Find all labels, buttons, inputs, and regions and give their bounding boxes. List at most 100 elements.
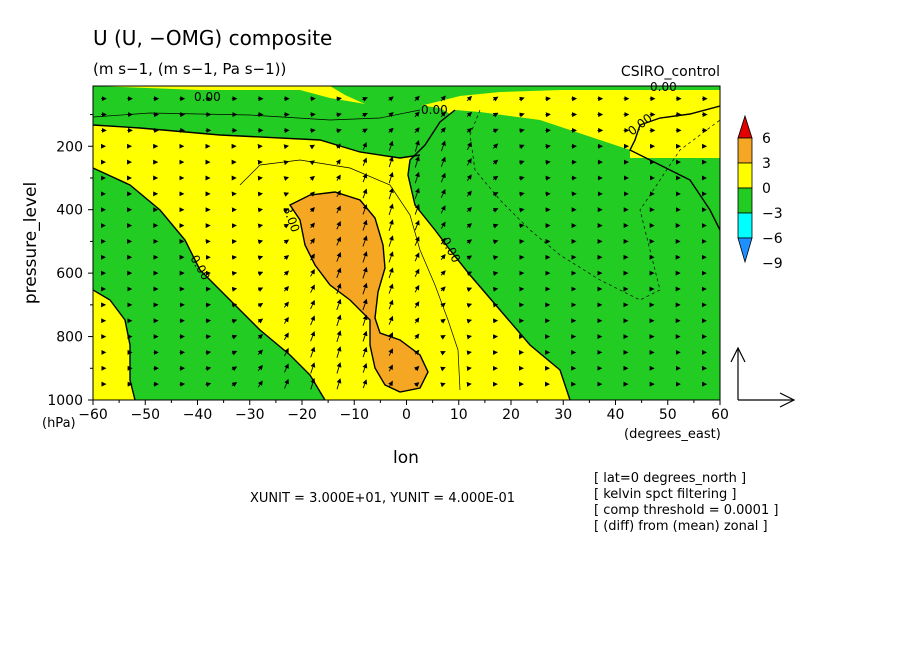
vector-arrow	[257, 318, 264, 324]
colorbar-bottom-arrow	[737, 237, 753, 264]
x-axis-label: lon	[393, 448, 419, 468]
vector-arrow	[440, 188, 446, 198]
vector-arrow	[466, 141, 472, 151]
vector-arrow	[283, 270, 290, 276]
vector-arrow	[492, 239, 499, 245]
fill-green-top-strip	[365, 88, 450, 92]
vector-arrow	[309, 237, 315, 245]
vector-arrow	[283, 208, 290, 213]
vector-arrow	[310, 284, 315, 293]
y-tick-label: 400	[56, 203, 83, 219]
vector-arrow	[362, 266, 368, 279]
vector-arrow	[231, 286, 238, 292]
note-line: [ (diff) from (mean) zonal ]	[594, 519, 768, 534]
vector-arrow	[440, 302, 446, 308]
vector-arrow	[388, 348, 393, 356]
x-tick-label: −10	[339, 407, 369, 423]
colorbar-label: 6	[762, 131, 771, 147]
vector-arrow	[257, 334, 264, 340]
vector-arrow	[388, 251, 394, 263]
vector-arrow	[492, 286, 499, 292]
x-tick-label: 40	[607, 407, 625, 423]
vector-arrow	[257, 364, 263, 372]
vector-arrow	[310, 315, 316, 326]
vector-arrow	[336, 283, 342, 295]
vector-arrow	[519, 160, 525, 165]
vector-arrow	[283, 176, 290, 182]
vector-arrow	[336, 314, 342, 327]
reference-vector-up-head	[730, 346, 746, 363]
vector-arrow	[362, 379, 368, 389]
vector-arrow	[257, 239, 264, 245]
vector-arrow	[257, 303, 264, 308]
vector-arrow	[231, 350, 238, 356]
vector-arrow	[414, 220, 420, 231]
vector-arrow	[414, 333, 420, 340]
vector-arrow	[414, 139, 420, 152]
vector-arrow	[414, 349, 420, 356]
contour-line-zero-right	[629, 105, 720, 231]
contour-line-orange-outline	[288, 191, 429, 393]
vector-arrow	[283, 239, 290, 245]
fill-green-upper-band	[93, 86, 460, 158]
vector-arrow	[414, 203, 420, 215]
vector-arrow	[336, 96, 342, 102]
vector-arrow	[518, 96, 525, 102]
vector-arrow	[362, 298, 368, 311]
colorbar-segment	[737, 212, 753, 239]
vector-arrow	[362, 141, 367, 150]
vector-arrow	[336, 267, 342, 278]
colorbar-segment	[737, 162, 753, 189]
x-axis: −60 −50 −40 −30 −20 −10 0 10 20 30 40 50 60	[78, 400, 729, 423]
vector-arrow	[466, 95, 473, 102]
vector-arrow	[310, 362, 316, 374]
vector-arrow	[283, 192, 290, 197]
vector-arrow	[283, 144, 289, 150]
vector-arrow	[362, 219, 368, 231]
vector-arrow	[545, 144, 551, 149]
vector-arrow	[414, 268, 420, 277]
vector-arrow	[388, 127, 394, 133]
contour-fills	[93, 86, 720, 400]
x-tick-label: 0	[402, 407, 411, 423]
vector-arrow	[257, 380, 263, 388]
vector-arrow	[309, 206, 315, 213]
reference-vector	[730, 346, 796, 408]
vector-arrow	[362, 251, 368, 263]
vector-arrow	[231, 318, 238, 324]
vector-arrow	[518, 144, 525, 150]
vector-arrow	[388, 332, 394, 341]
colorbar: 6 3 0 −3 −6 −9	[737, 114, 783, 272]
vector-arrow	[310, 253, 315, 261]
reference-vector-right-head	[779, 392, 796, 408]
vector-arrow	[440, 172, 446, 183]
x-tick-label: 50	[659, 407, 677, 423]
vector-arrow	[492, 143, 499, 149]
vector-arrow	[388, 267, 394, 279]
vector-arrow	[440, 95, 446, 102]
vector-arrow	[336, 236, 342, 246]
vector-arrow	[492, 208, 499, 213]
vector-arrow	[205, 350, 212, 356]
vector-arrow	[440, 286, 446, 292]
vector-arrow	[335, 143, 341, 149]
fill-green-upper-left	[93, 86, 720, 106]
vector-arrow	[283, 160, 290, 166]
vector-arrow	[335, 158, 341, 165]
vector-arrow	[310, 377, 316, 390]
vector-arrow	[388, 112, 394, 118]
vector-arrow	[310, 330, 316, 342]
x-tick-label: 20	[502, 407, 520, 423]
vector-arrow	[466, 334, 473, 340]
vector-arrow	[388, 299, 394, 310]
vector-arrow	[440, 366, 446, 372]
vector-arrow	[257, 255, 264, 261]
vector-arrow	[362, 363, 368, 373]
vector-arrow	[388, 140, 394, 152]
contour-label: 0.00	[194, 90, 221, 104]
vector-arrow	[336, 298, 342, 311]
vector-arrow	[283, 316, 289, 324]
fill-yellow-upper-right	[630, 106, 720, 150]
colorbar-segment	[737, 187, 753, 214]
vector-arrow	[492, 271, 499, 276]
